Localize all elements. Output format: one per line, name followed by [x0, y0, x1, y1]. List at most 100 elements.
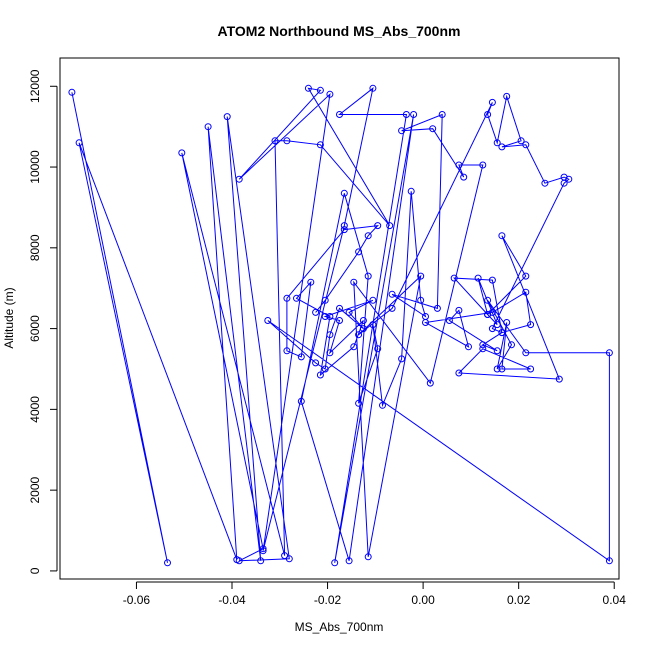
y-tick-label: 6000 — [28, 315, 42, 342]
data-point — [402, 111, 410, 118]
data-point — [503, 319, 511, 326]
x-tick-label: 0.04 — [603, 593, 627, 607]
data-point — [527, 321, 535, 329]
data-point — [460, 173, 468, 181]
data-point — [484, 311, 492, 318]
data-point — [316, 141, 324, 149]
data-point — [498, 365, 506, 373]
data-point — [257, 557, 265, 565]
series-layer — [68, 84, 613, 567]
data-point — [493, 139, 501, 147]
x-tick-label: -0.04 — [218, 593, 246, 607]
data-point — [541, 179, 549, 187]
data-point — [369, 84, 377, 92]
data-point — [316, 371, 324, 379]
data-point — [283, 137, 291, 145]
data-point — [433, 304, 441, 312]
data-point — [68, 88, 76, 96]
data-point — [522, 272, 530, 280]
data-point — [364, 232, 372, 240]
data-point — [326, 349, 334, 357]
data-point — [359, 325, 367, 333]
data-point — [264, 317, 272, 324]
data-point — [304, 84, 312, 92]
data-point — [479, 161, 487, 169]
data-point — [307, 278, 315, 286]
data-point — [321, 296, 329, 304]
data-point — [223, 113, 231, 121]
y-tick-label: 10000 — [28, 150, 42, 184]
data-point — [605, 557, 613, 565]
data-point — [235, 175, 243, 183]
data-point — [326, 331, 334, 339]
data-point — [297, 397, 305, 405]
data-point — [297, 353, 305, 361]
data-point — [271, 137, 279, 145]
data-point — [503, 92, 511, 100]
data-point — [336, 111, 343, 118]
data-point — [345, 557, 353, 565]
data-point — [312, 308, 320, 316]
data-point — [479, 341, 487, 349]
data-point — [388, 290, 396, 298]
data-point — [75, 139, 83, 147]
data-point — [316, 86, 324, 94]
data-point — [438, 111, 446, 118]
data-point — [369, 321, 377, 329]
data-point — [374, 222, 382, 230]
data-point — [355, 399, 363, 407]
y-axis: 0 2000 4000 6000 8000 10000 12000 — [28, 69, 58, 574]
data-point — [450, 274, 458, 282]
data-point — [555, 375, 563, 383]
data-point — [293, 294, 300, 302]
data-point — [359, 317, 367, 324]
data-point — [488, 98, 496, 106]
data-point — [417, 272, 425, 280]
data-point — [331, 559, 339, 567]
data-point — [388, 304, 396, 312]
data-point — [259, 547, 267, 555]
data-point — [493, 321, 501, 329]
data-point — [522, 349, 530, 357]
data-point — [386, 222, 394, 230]
series-line — [71, 87, 610, 563]
x-axis: -0.06 -0.04 -0.02 0.00 0.02 0.04 — [123, 581, 627, 607]
data-point — [336, 304, 343, 312]
data-point — [364, 553, 372, 561]
data-point — [285, 555, 293, 563]
data-point — [164, 559, 171, 567]
data-point — [445, 317, 453, 324]
data-point — [340, 222, 348, 230]
data-point — [488, 325, 496, 333]
data-point — [493, 365, 501, 373]
x-tick-label: 0.02 — [507, 593, 531, 607]
data-point — [321, 313, 329, 320]
data-point — [283, 294, 291, 302]
x-tick-label: -0.02 — [314, 593, 342, 607]
data-point — [259, 545, 267, 553]
x-tick-label: -0.06 — [123, 593, 151, 607]
data-point — [508, 341, 515, 349]
data-point — [355, 331, 363, 339]
data-point — [498, 232, 506, 240]
y-tick-label: 8000 — [28, 234, 42, 261]
chart-title: ATOM2 Northbound MS_Abs_700nm — [218, 23, 461, 39]
data-point — [364, 272, 372, 280]
data-point — [560, 179, 568, 187]
data-point — [340, 189, 348, 197]
data-point — [398, 355, 406, 363]
data-point — [326, 313, 334, 320]
data-point — [355, 248, 363, 256]
y-tick-label: 0 — [28, 567, 42, 574]
data-point — [484, 296, 492, 304]
data-point — [321, 365, 329, 373]
data-point — [527, 365, 535, 373]
data-point — [340, 226, 348, 234]
y-tick-label: 4000 — [28, 396, 42, 423]
data-point — [417, 296, 425, 304]
data-point — [398, 127, 406, 135]
data-point — [422, 319, 429, 326]
data-point — [522, 141, 530, 149]
data-point — [484, 111, 492, 118]
